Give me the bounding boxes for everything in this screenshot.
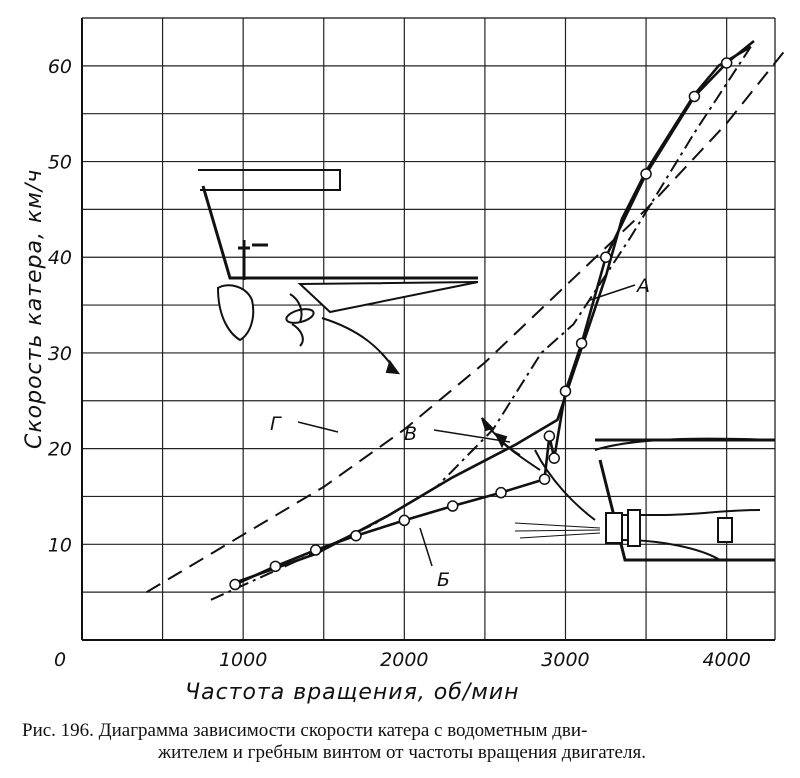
figure-caption: Рис. 196. Диаграмма зависимости скорости… [22,720,782,764]
x-tick-label: 4000 [702,649,750,671]
data-point [600,251,612,263]
grid [82,18,775,640]
label-A: А [635,275,650,297]
data-point [720,57,733,69]
data-point [538,473,551,485]
data-point [229,578,241,591]
y-tick-label: 60 [48,56,72,78]
y-tick-label: 50 [48,152,72,174]
data-point [269,560,282,573]
series-line [145,46,789,594]
y-tick-label: 30 [48,343,72,365]
chart: 0 1000 2000 3000 4000 10 20 30 40 50 60 Частота вр… [22,17,789,705]
label-G: Г [270,413,282,435]
data-point [548,452,560,464]
y-tick-label: 10 [48,534,72,556]
data-point [559,385,572,397]
label-V-leader [433,429,511,443]
label-A-leader [589,284,636,301]
propeller-boat-illustration [198,169,479,375]
data-point [398,514,411,527]
series-layer [145,39,789,601]
label-B-leader [419,527,433,567]
x-tick-label: 3000 [541,649,589,671]
data-point [350,529,362,542]
x-tick-label: 1000 [219,649,267,671]
y-axis-title: Скорость катера, км/ч [22,169,47,449]
x-tick-label: 0 [54,649,66,671]
data-point [543,430,556,442]
data-point [495,486,507,499]
caption-line-1: Рис. 196. Диаграмма зависимости скорости… [22,720,588,741]
label-B: Б [437,569,450,591]
x-axis-title: Частота вращения, об/мин [185,680,520,705]
data-point [309,544,322,556]
data-point [446,500,459,512]
plot-frame [81,17,776,641]
data-point [688,90,701,103]
caption-line-2: жителем и гребным винтом от частоты вращ… [158,742,646,763]
data-point [575,337,588,350]
tick-labels: 0 1000 2000 3000 4000 10 20 30 40 50 60 [48,56,751,671]
series-line [210,46,752,601]
data-point [640,168,652,180]
waterjet-boat-illustration [481,417,776,562]
label-G-leader [297,421,339,433]
y-tick-label: 20 [48,439,72,461]
label-V: В [404,423,417,445]
x-tick-label: 2000 [380,649,428,671]
y-tick-label: 40 [48,247,72,269]
